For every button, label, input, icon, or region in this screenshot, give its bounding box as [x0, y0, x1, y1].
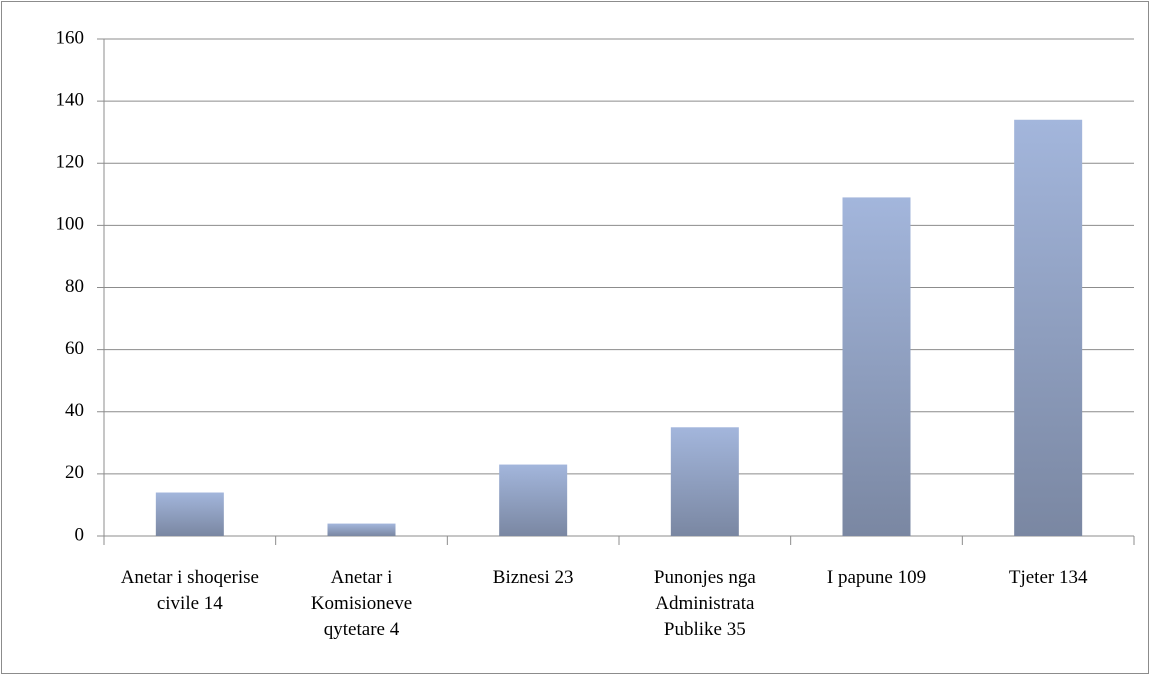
- bar: [842, 197, 911, 536]
- x-tick-label: Anetar i Komisioneve qytetare 4: [310, 567, 413, 640]
- bar: [155, 492, 224, 536]
- x-tick-label: Punonjes nga Administrata Publike 35: [653, 567, 756, 640]
- x-tick-label: I papune 109: [826, 567, 927, 588]
- bar: [1014, 119, 1083, 536]
- bar: [327, 523, 396, 536]
- y-tick-label: 40: [65, 400, 84, 421]
- x-tick-label: Tjeter 134: [1008, 567, 1088, 588]
- y-tick-label: 80: [65, 276, 84, 297]
- bar: [499, 464, 568, 536]
- x-tick-label: Anetar i shoqerise civile 14: [120, 567, 259, 614]
- bar: [670, 427, 739, 536]
- y-tick-label: 20: [65, 462, 84, 483]
- y-tick-label: 100: [56, 214, 85, 235]
- y-tick-label: 140: [56, 89, 85, 110]
- y-tick-label: 60: [65, 338, 84, 359]
- y-tick-label: 0: [75, 524, 85, 545]
- y-tick-label: 120: [56, 152, 85, 173]
- x-tick-label: Biznesi 23: [492, 567, 574, 588]
- y-tick-label: 160: [56, 27, 85, 48]
